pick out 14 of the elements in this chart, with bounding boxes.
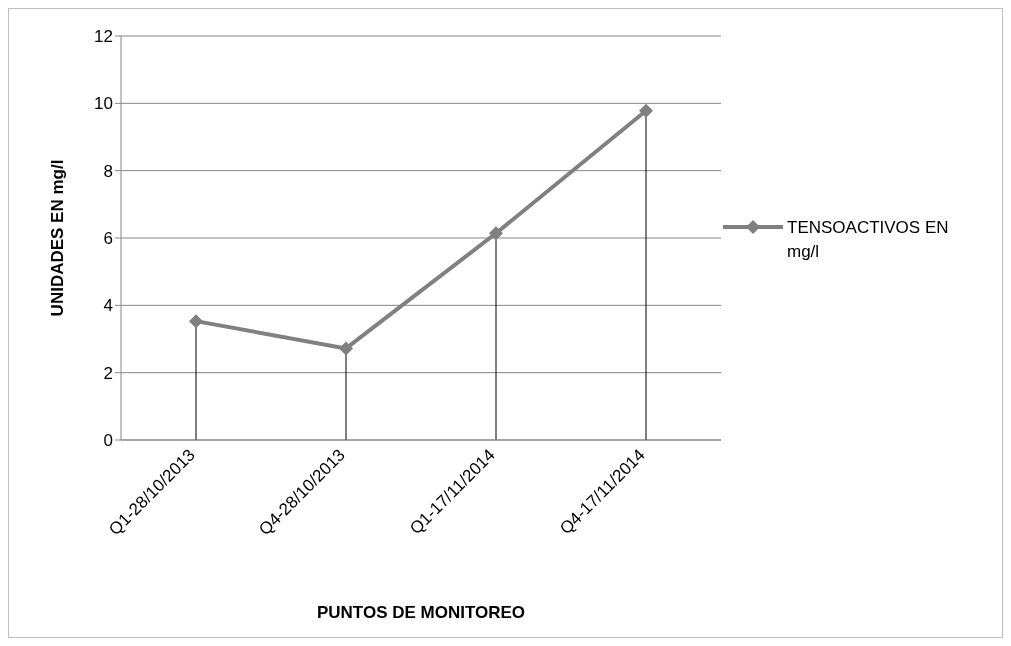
- x-axis-title: PUNTOS DE MONITOREO: [316, 603, 526, 622]
- y-tick-label: 10: [94, 94, 113, 114]
- point: [639, 103, 653, 118]
- y-tick-label: 0: [103, 431, 113, 451]
- legend-label: TENSOACTIVOS EN mg/l: [787, 217, 950, 263]
- y-tick-label: 12: [94, 27, 113, 47]
- y-axis-title: UNIDADES EN mg/l: [48, 159, 68, 317]
- y-tick-label: 2: [103, 363, 113, 383]
- point: [339, 341, 353, 356]
- y-tick-label: 8: [103, 161, 113, 181]
- point: [489, 226, 503, 241]
- y-tick-label: 6: [103, 229, 113, 249]
- y-tick-label: 4: [103, 296, 113, 316]
- point: [189, 314, 203, 329]
